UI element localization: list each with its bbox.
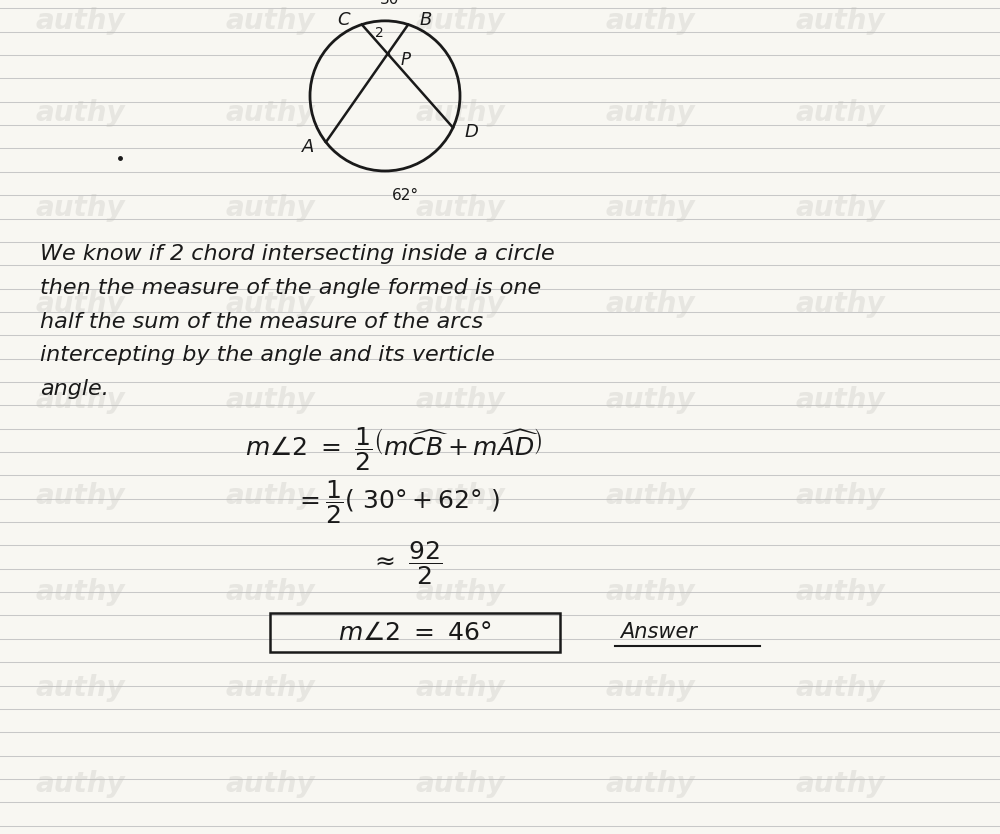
Text: authy: authy: [605, 386, 695, 414]
Text: authy: authy: [225, 578, 315, 606]
Text: authy: authy: [225, 98, 315, 127]
Text: authy: authy: [795, 386, 885, 414]
Text: authy: authy: [415, 98, 505, 127]
Text: authy: authy: [35, 386, 125, 414]
Text: authy: authy: [795, 194, 885, 223]
Text: $m\angle 2\ =\ 46°$: $m\angle 2\ =\ 46°$: [338, 620, 492, 645]
Text: authy: authy: [225, 194, 315, 223]
Text: authy: authy: [415, 674, 505, 702]
Text: C: C: [338, 11, 350, 29]
Text: B: B: [420, 11, 432, 29]
Text: 62°: 62°: [391, 188, 419, 203]
Text: authy: authy: [415, 7, 505, 35]
Text: authy: authy: [415, 194, 505, 223]
Text: 30°: 30°: [379, 0, 407, 8]
Text: $m\angle 2\ =\ \dfrac{1}{2}\left(m\widehat{CB}+m\widehat{AD}\right)$: $m\angle 2\ =\ \dfrac{1}{2}\left(m\wideh…: [245, 425, 543, 473]
Text: $=\dfrac{1}{2}\left(\ 30°+62°\ \right)$: $=\dfrac{1}{2}\left(\ 30°+62°\ \right)$: [295, 478, 500, 526]
Text: P: P: [401, 52, 411, 69]
Text: 2: 2: [375, 26, 384, 40]
Text: then the measure of the angle formed is one: then the measure of the angle formed is …: [40, 278, 541, 298]
Text: authy: authy: [35, 770, 125, 798]
Text: authy: authy: [225, 482, 315, 510]
Text: authy: authy: [415, 290, 505, 319]
Text: A: A: [302, 138, 314, 156]
Text: authy: authy: [35, 98, 125, 127]
Text: D: D: [464, 123, 478, 141]
Text: authy: authy: [415, 770, 505, 798]
Text: authy: authy: [35, 482, 125, 510]
Text: authy: authy: [605, 290, 695, 319]
Text: authy: authy: [225, 7, 315, 35]
Text: authy: authy: [605, 98, 695, 127]
Text: authy: authy: [795, 770, 885, 798]
Text: authy: authy: [605, 482, 695, 510]
Text: authy: authy: [605, 770, 695, 798]
Text: authy: authy: [605, 674, 695, 702]
Text: authy: authy: [225, 770, 315, 798]
Text: authy: authy: [795, 290, 885, 319]
Text: authy: authy: [35, 7, 125, 35]
Text: authy: authy: [795, 482, 885, 510]
Text: intercepting by the angle and its verticle: intercepting by the angle and its vertic…: [40, 345, 495, 365]
Text: authy: authy: [225, 290, 315, 319]
Text: authy: authy: [35, 290, 125, 319]
Text: authy: authy: [415, 482, 505, 510]
Text: authy: authy: [35, 194, 125, 223]
Text: authy: authy: [415, 578, 505, 606]
Text: authy: authy: [225, 674, 315, 702]
Text: $\approx\ \dfrac{92}{2}$: $\approx\ \dfrac{92}{2}$: [370, 539, 442, 587]
Text: authy: authy: [35, 578, 125, 606]
Text: We know if 2 chord intersecting inside a circle: We know if 2 chord intersecting inside a…: [40, 244, 555, 264]
Text: half the sum of the measure of the arcs: half the sum of the measure of the arcs: [40, 312, 483, 332]
Text: authy: authy: [605, 578, 695, 606]
Text: authy: authy: [605, 7, 695, 35]
Bar: [270, 613, 560, 652]
Text: authy: authy: [795, 7, 885, 35]
Text: authy: authy: [225, 386, 315, 414]
Text: Answer: Answer: [620, 622, 697, 642]
Text: authy: authy: [605, 194, 695, 223]
Text: angle.: angle.: [40, 379, 109, 399]
Text: authy: authy: [795, 98, 885, 127]
Text: authy: authy: [795, 674, 885, 702]
Text: authy: authy: [415, 386, 505, 414]
Text: authy: authy: [795, 578, 885, 606]
Text: authy: authy: [35, 674, 125, 702]
